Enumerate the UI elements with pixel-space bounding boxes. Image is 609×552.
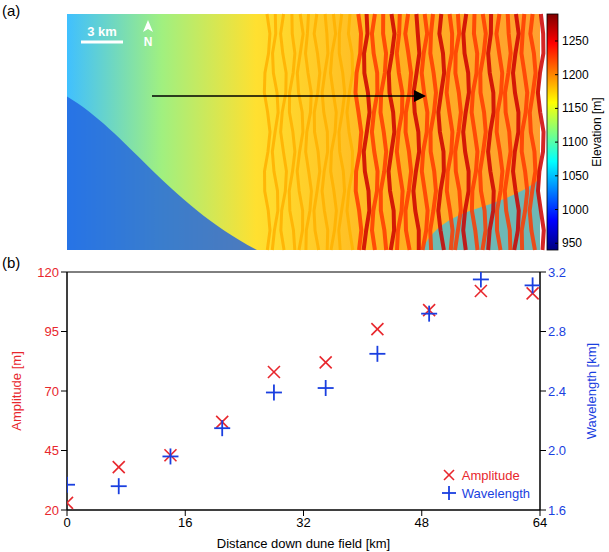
svg-text:Wavelength [km]: Wavelength [km] <box>584 343 599 439</box>
svg-text:1050: 1050 <box>562 169 589 183</box>
svg-text:1100: 1100 <box>562 135 588 149</box>
html-text:Wavelength: Wavelength <box>461 485 530 501</box>
svg-text:95: 95 <box>45 324 59 339</box>
svg-text:3 km: 3 km <box>87 24 117 39</box>
svg-text:1200: 1200 <box>562 68 589 82</box>
svg-text:Elevation [m]: Elevation [m] <box>590 97 604 166</box>
svg-text:48: 48 <box>415 515 429 530</box>
svg-text:Distance down dune field [km]: Distance down dune field [km] <box>217 536 390 551</box>
svg-text:Amplitude [m]: Amplitude [m] <box>9 351 24 430</box>
svg-text:1150: 1150 <box>562 101 588 115</box>
html-text:Amplitude: Amplitude <box>461 467 520 483</box>
svg-text:2.4: 2.4 <box>548 384 566 399</box>
svg-text:20: 20 <box>45 503 59 518</box>
svg-text:70: 70 <box>45 384 59 399</box>
svg-text:2.0: 2.0 <box>548 443 566 458</box>
svg-text:64: 64 <box>533 515 547 530</box>
svg-text:950: 950 <box>562 236 582 250</box>
svg-text:16: 16 <box>178 515 192 530</box>
svg-text:1250: 1250 <box>562 34 589 48</box>
svg-text:N: N <box>144 35 153 49</box>
svg-text:1000: 1000 <box>562 203 589 217</box>
svg-text:3.2: 3.2 <box>548 265 566 280</box>
svg-text:45: 45 <box>45 443 59 458</box>
svg-text:32: 32 <box>296 515 310 530</box>
svg-text:1.6: 1.6 <box>548 503 566 518</box>
html-text:(b): (b) <box>2 254 21 271</box>
svg-text:0: 0 <box>63 515 70 530</box>
svg-text:120: 120 <box>37 265 59 280</box>
html-text:(a): (a) <box>2 2 21 19</box>
svg-text:2.8: 2.8 <box>548 324 566 339</box>
